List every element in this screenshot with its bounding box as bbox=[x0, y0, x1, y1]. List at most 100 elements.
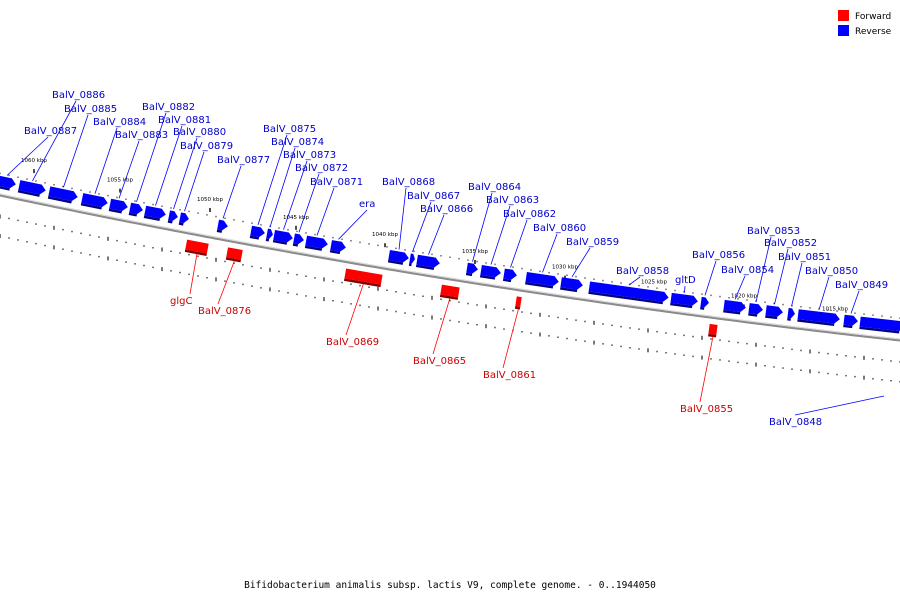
tick-mark bbox=[602, 343, 604, 345]
gene-label[interactable]: BalV_0860 bbox=[533, 223, 586, 234]
feature-edge bbox=[167, 220, 173, 224]
gene-label[interactable]: BalV_0863 bbox=[486, 195, 539, 206]
reverse-feature[interactable] bbox=[415, 254, 441, 271]
forward-feature[interactable] bbox=[184, 239, 209, 257]
reverse-feature[interactable] bbox=[525, 271, 559, 289]
gene-label[interactable]: BalV_0858 bbox=[616, 266, 669, 277]
gene-label[interactable]: BalV_0866 bbox=[420, 204, 473, 215]
gene-label[interactable]: era bbox=[359, 199, 375, 210]
reverse-feature[interactable] bbox=[787, 308, 795, 321]
gene-label[interactable]: BalV_0882 bbox=[142, 102, 195, 113]
gene-label[interactable]: BalV_0865 bbox=[413, 356, 466, 367]
forward-feature[interactable] bbox=[225, 247, 243, 263]
leader-line bbox=[704, 260, 717, 296]
leader-line bbox=[774, 248, 789, 305]
gene-label[interactable]: BalV_0879 bbox=[180, 141, 233, 152]
gene-label[interactable]: BalV_0875 bbox=[263, 124, 316, 135]
reverse-feature[interactable] bbox=[765, 305, 783, 320]
gene-label[interactable]: gltD bbox=[675, 275, 696, 286]
gene-label[interactable]: BalV_0859 bbox=[566, 237, 619, 248]
reverse-feature[interactable] bbox=[292, 233, 305, 248]
feature-shape bbox=[129, 202, 143, 215]
gene-label[interactable]: BalV_0849 bbox=[835, 280, 888, 291]
reverse-feature[interactable] bbox=[0, 175, 17, 192]
reverse-feature[interactable] bbox=[128, 202, 144, 218]
gene-label[interactable]: BalV_0873 bbox=[283, 150, 336, 161]
gene-label[interactable]: BalV_0869 bbox=[326, 337, 379, 348]
gene-label[interactable]: BalV_0856 bbox=[692, 250, 745, 261]
reverse-feature[interactable] bbox=[167, 210, 179, 224]
feature-shape bbox=[266, 228, 273, 240]
gene-label[interactable]: BalV_0855 bbox=[680, 404, 733, 415]
gene-label[interactable]: BalV_0851 bbox=[778, 252, 831, 263]
reverse-feature[interactable] bbox=[797, 309, 840, 327]
tick-mark bbox=[863, 355, 865, 360]
reverse-feature[interactable] bbox=[560, 277, 584, 293]
forward-feature[interactable] bbox=[514, 296, 522, 310]
reverse-feature[interactable] bbox=[143, 205, 167, 222]
forward-feature[interactable] bbox=[344, 268, 383, 288]
reverse-feature[interactable] bbox=[843, 314, 858, 329]
gene-label[interactable]: BalV_0871 bbox=[310, 177, 363, 188]
reverse-feature[interactable] bbox=[329, 240, 347, 255]
reverse-feature[interactable] bbox=[216, 219, 229, 234]
reverse-feature[interactable] bbox=[80, 193, 109, 210]
gene-label[interactable]: BalV_0883 bbox=[115, 130, 168, 141]
reverse-feature[interactable] bbox=[588, 281, 669, 305]
reverse-feature[interactable] bbox=[479, 265, 502, 280]
gene-label[interactable]: BalV_0880 bbox=[173, 127, 226, 138]
tick-mark bbox=[35, 242, 37, 245]
gene-label[interactable]: BalV_0868 bbox=[382, 177, 435, 188]
reverse-feature[interactable] bbox=[249, 225, 266, 241]
reverse-feature[interactable] bbox=[748, 303, 763, 317]
gene-label[interactable]: BalV_0848 bbox=[769, 417, 822, 428]
gene-label[interactable]: BalV_0881 bbox=[158, 115, 211, 126]
reverse-feature[interactable] bbox=[700, 296, 710, 310]
reverse-feature[interactable] bbox=[465, 262, 479, 277]
forward-feature[interactable] bbox=[439, 284, 460, 300]
forward-feature[interactable] bbox=[708, 323, 718, 338]
tick-mark bbox=[800, 349, 802, 352]
leader-line bbox=[63, 114, 89, 188]
tick-mark bbox=[449, 256, 451, 258]
tick-mark bbox=[737, 298, 739, 300]
reverse-feature[interactable] bbox=[502, 268, 518, 283]
tick-mark bbox=[8, 217, 10, 220]
tick-mark bbox=[836, 310, 838, 312]
gene-label[interactable]: BalV_0876 bbox=[198, 306, 251, 317]
gene-label[interactable]: BalV_0854 bbox=[721, 265, 774, 276]
reverse-feature[interactable] bbox=[304, 235, 329, 252]
gene-label[interactable]: BalV_0872 bbox=[295, 163, 348, 174]
gene-label[interactable]: BalV_0884 bbox=[93, 117, 146, 128]
gene-label[interactable]: BalV_0853 bbox=[747, 226, 800, 237]
gene-label[interactable]: BalV_0887 bbox=[24, 126, 77, 137]
gene-label[interactable]: BalV_0862 bbox=[503, 209, 556, 220]
tick-mark bbox=[683, 354, 685, 356]
gene-label[interactable]: BalV_0886 bbox=[52, 90, 105, 101]
reverse-feature[interactable] bbox=[670, 292, 698, 309]
reverse-feature[interactable] bbox=[47, 186, 79, 204]
gene-label[interactable]: BalV_0864 bbox=[468, 182, 521, 193]
gene-label[interactable]: BalV_0861 bbox=[483, 370, 536, 381]
feature-edge bbox=[184, 249, 207, 257]
reverse-feature[interactable] bbox=[408, 253, 416, 267]
reverse-feature[interactable] bbox=[178, 212, 190, 226]
leader-line bbox=[298, 173, 320, 233]
gene-label[interactable]: BalV_0874 bbox=[271, 137, 324, 148]
reverse-feature[interactable] bbox=[17, 180, 47, 198]
gene-label[interactable]: BalV_0867 bbox=[407, 191, 460, 202]
reverse-feature[interactable] bbox=[265, 228, 274, 242]
feature-shape bbox=[440, 284, 460, 298]
reverse-feature[interactable] bbox=[272, 229, 294, 246]
tick-mark bbox=[728, 340, 730, 343]
gene-label[interactable]: BalV_0852 bbox=[764, 238, 817, 249]
reverse-feature[interactable] bbox=[387, 250, 410, 266]
reverse-feature[interactable] bbox=[108, 198, 129, 215]
reverse-feature[interactable] bbox=[723, 299, 746, 315]
gene-label[interactable]: BalV_0885 bbox=[64, 104, 117, 115]
reverse-feature[interactable] bbox=[859, 316, 900, 334]
feature-edge bbox=[17, 189, 40, 197]
gene-label[interactable]: BalV_0877 bbox=[217, 155, 270, 166]
gene-label[interactable]: BalV_0850 bbox=[805, 266, 858, 277]
gene-label[interactable]: glgC bbox=[170, 296, 192, 307]
